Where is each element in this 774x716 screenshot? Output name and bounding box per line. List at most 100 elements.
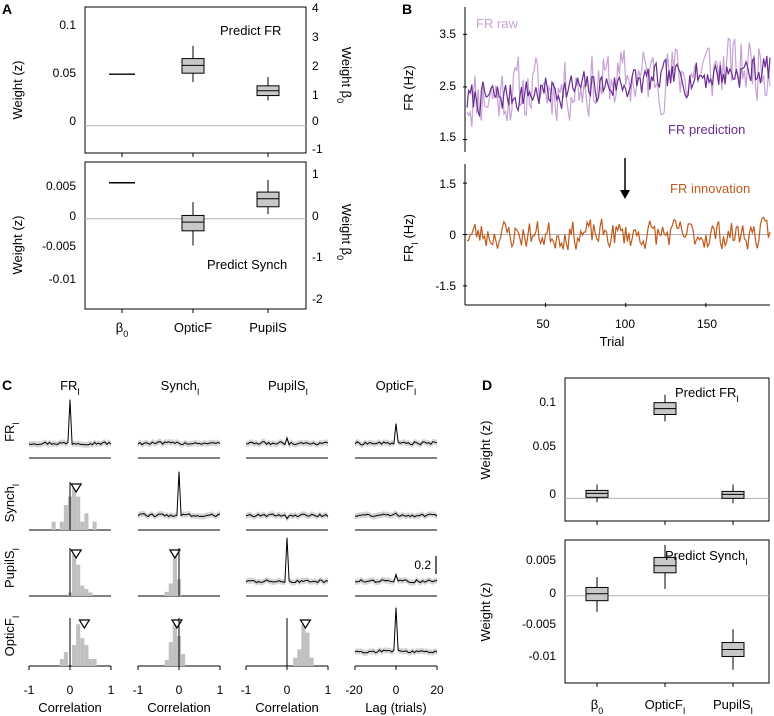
c-col-title-base: OpticF [376,378,414,393]
panel-d-top-plot [565,394,769,525]
c-col-title-base: FR [60,378,77,393]
ccf-band [355,510,437,520]
ccf-line [245,436,329,446]
panel-a-bottom-title: Predict Synch [207,257,287,272]
c-xlabel: Correlation [147,700,211,715]
hist-bar [76,496,81,530]
panel-d: Predict FRI Predict SynchI 0.1 0.05 0 0.… [478,377,770,716]
a-top-right-tick: 1 [312,88,319,102]
c-corr-tick: 0 [284,683,291,697]
hist-bar [59,659,64,666]
d-top-tick: 0 [549,487,556,501]
hist-bar [88,592,93,596]
c-col-title-sub: I [197,387,200,397]
d-top-ylabel: Weight (z) [478,421,493,480]
panel-a-bottom-frame [84,161,307,310]
panel-d-bottom-plot [565,544,769,687]
hist-bar [293,657,298,666]
c-column-titles: FRI SynchI PupilSI OpticFI [60,378,416,397]
panel-c: FRI SynchI PupilSI OpticFI FRI SynchI Pu… [2,378,444,715]
d-category-beta0: β0 [591,697,604,716]
d-bottom-title-sub: I [745,557,748,567]
median-triangle [299,619,312,630]
a-top-left-tick: 0.1 [59,18,76,32]
b-bottom-tick: -1.5 [435,279,456,293]
hist-bar [164,591,169,596]
hist-bar [301,624,306,666]
b-bottom-ylabel-unit: (Hz) [401,214,416,242]
series-line [466,216,771,251]
panel-a: Predict FR Predict Synch 0.1 0.05 0 4 3 … [10,1,354,339]
median-triangle [70,483,83,494]
c-row-title-sub: I [11,422,21,425]
b-x-tick: 50 [536,317,550,331]
hist-bar [72,554,77,596]
hist-bar [63,504,68,530]
d-bottom-title-base: Predict Synch [665,548,745,563]
a-bottom-left-tick: 0 [69,209,76,223]
a-bottom-left-tick: -0.005 [42,239,76,253]
ccf-line [354,573,438,584]
c-col-title-sub: I [414,387,417,397]
c-row-title-sub: I [11,548,21,551]
median-triangle [70,549,83,560]
hist-bar [84,513,89,530]
c-row-title-pupils: PupilSI [2,548,21,588]
d-bottom-title: Predict SynchI [665,548,748,567]
c-xlabel: Correlation [38,700,102,715]
b-xlabel: Trial [600,334,625,349]
a-top-left-tick: 0.05 [53,66,77,80]
c-corr-tick: -1 [133,683,144,697]
d-bottom-tick: 0.005 [526,553,556,567]
a-bottom-right-tick: 1 [312,167,319,181]
hist-bar [63,652,68,666]
c-col-title-fr: FRI [60,378,80,397]
ccf-line [137,441,221,446]
box-body [256,191,280,208]
a-bottom-right-tick: -1 [312,250,323,264]
a-top-ylabel-right: Weight β0 [335,47,354,103]
d-category-opticf: OpticFI [645,697,686,716]
c-scalebar-label: 0.2 [414,558,431,572]
b-bottom-ylabel: FRI (Hz) [401,214,420,262]
b-top-tick: 3.5 [439,27,456,41]
a-category-opticf: OpticF [174,320,212,335]
hist-bar [168,642,173,666]
ccf-line [245,513,329,520]
panel-a-bottom-plot [85,180,306,313]
a-top-right-tick: 4 [312,1,319,15]
b-x-tick: 100 [615,317,635,331]
b-bottom-ylabel-base: FR [401,245,416,262]
c-corr-tick: -1 [241,683,252,697]
c-lag-tick: 20 [430,683,444,697]
a-top-right-tick: -1 [312,142,323,156]
c-col-title-sub: I [77,387,80,397]
c-lag-tick: 0 [393,683,400,697]
c-xlabel: Lag (trials) [365,700,426,715]
a-top-left-tick: 0 [69,114,76,128]
hist-bar [80,638,85,666]
b-bottom-tick: 0 [449,228,456,242]
d-category-sub: 0 [598,706,603,716]
panel-d-top-frame [564,377,770,522]
panel-d-bottom-frame [564,539,770,684]
b-top-tick: 2.5 [439,79,456,93]
c-row-titles: FRI SynchI PupilSI OpticFI [2,422,21,656]
c-row-title-base: Synch [2,486,17,522]
median-triangle [168,549,181,560]
hist-bar [72,645,77,666]
box-body [181,214,205,232]
hist-bar [92,659,97,666]
hist-bar [72,488,77,530]
b-legend-raw: FR raw [476,16,519,31]
ccf-band [355,604,437,656]
panel-b: FR raw FR prediction FR innovation 3.5 2… [401,7,771,349]
a-top-ylabel-right-base: Weight β [339,47,354,98]
ccf-line [137,471,221,518]
c-row-title-sub: I [11,616,21,619]
c-corr-tick: 1 [325,683,332,697]
d-top-title-base: Predict FR [675,385,736,400]
b-legend-innovation: FR innovation [670,181,750,196]
c-col-title-sub: I [306,387,309,397]
